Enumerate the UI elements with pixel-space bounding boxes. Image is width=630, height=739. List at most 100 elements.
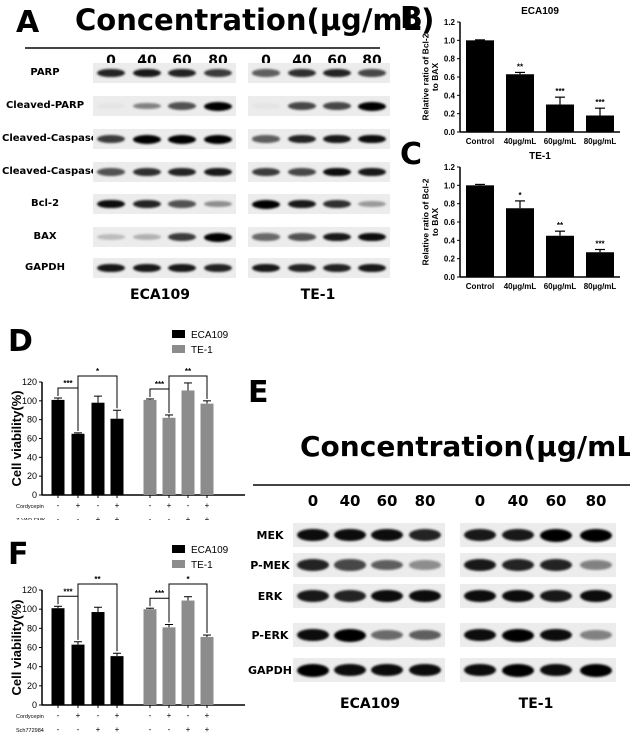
treatment-sign: +	[205, 515, 210, 520]
band-te-lane-0	[464, 663, 496, 677]
treatment-sign: +	[186, 515, 191, 520]
treatment-sign: -	[97, 711, 100, 720]
treatment-sign: +	[76, 711, 81, 720]
significance-mark: *	[186, 575, 190, 584]
treatment-sign: -	[57, 725, 60, 734]
band-te-lane-0	[464, 628, 496, 642]
band-eca-lane-0	[97, 68, 125, 78]
band-eca-lane-1	[133, 263, 161, 273]
band-te-lane-1	[288, 68, 316, 78]
blot-strip-eca	[93, 96, 236, 116]
band-te-lane-3	[358, 167, 386, 177]
treatment-sign: +	[115, 711, 120, 720]
band-te-lane-3	[358, 101, 386, 111]
blot-strip-eca	[93, 162, 236, 182]
chart-b-bcl2-bax-eca109: ECA109 0.0 0.2 0.4 0.6 0.8 1.0 1.2 Relative rati…	[420, 6, 620, 146]
band-eca-lane-3	[409, 629, 441, 641]
panel-f-letter: F	[8, 537, 29, 572]
treatment-sign: +	[205, 711, 210, 720]
band-eca-lane-1	[133, 167, 161, 177]
legend-swatch-te1	[172, 345, 185, 353]
row-label-erk: ERK	[257, 590, 283, 603]
band-eca-lane-1	[334, 628, 366, 642]
row-label-p-mek: P-MEK	[250, 559, 290, 572]
band-eca-lane-1	[133, 102, 161, 110]
bar	[506, 74, 534, 132]
blot-strip-te	[248, 227, 390, 247]
treatment-sign: +	[167, 501, 172, 510]
treatment-sign: -	[149, 725, 152, 734]
treatment-sign: +	[115, 725, 120, 734]
blot-strip-te	[248, 162, 390, 182]
x-tick-label: 80µg/mL	[584, 282, 617, 291]
x-tick-label: 80µg/mL	[584, 137, 617, 146]
band-te-lane-3	[580, 528, 612, 542]
bar-eca109-0	[51, 399, 65, 495]
band-eca-lane-3	[409, 528, 441, 542]
row-label-p-erk: P-ERK	[251, 629, 289, 642]
band-te-lane-2	[323, 167, 351, 177]
band-te-lane-0	[252, 69, 280, 77]
significance-mark: *	[96, 367, 100, 376]
y-tick-label: 20	[27, 681, 37, 691]
significance-bracket	[77, 583, 118, 652]
band-te-lane-0	[252, 103, 280, 109]
band-eca-lane-2	[168, 233, 196, 241]
lane-label-eca109-60: 60	[376, 492, 398, 510]
x-tick-label: Control	[466, 137, 494, 146]
y-axis-label: Cell viability(%)	[9, 599, 24, 695]
y-tick-label: 120	[22, 377, 37, 387]
band-eca-lane-3	[204, 232, 232, 242]
panel-b-letter: B	[400, 1, 423, 36]
lane-label-eca109-0: 0	[307, 492, 319, 510]
band-te-lane-1	[502, 528, 534, 542]
treatment-sign: -	[57, 501, 60, 510]
band-te-lane-0	[252, 233, 280, 241]
band-te-lane-1	[288, 102, 316, 110]
treatment-sign: +	[167, 711, 172, 720]
blot-strip-eca	[93, 258, 236, 278]
band-te-lane-2	[540, 663, 572, 677]
treatment-sign: -	[149, 515, 152, 520]
lane-label-eca109-40: 40	[339, 492, 361, 510]
band-eca-lane-3	[409, 663, 441, 677]
blot-strip-te	[248, 129, 390, 149]
treatment-sign: +	[205, 725, 210, 734]
significance-mark: **	[517, 62, 524, 71]
chart-title: TE-1	[529, 151, 551, 162]
band-eca-lane-2	[168, 200, 196, 208]
band-te-lane-2	[323, 232, 351, 242]
significance-mark: ***	[595, 240, 605, 249]
significance-bracket	[168, 583, 208, 634]
chart-title: ECA109	[521, 6, 559, 17]
band-te-lane-2	[540, 589, 572, 603]
significance-mark: ***	[595, 98, 605, 107]
treatment-sign: +	[186, 725, 191, 734]
row-label-bax: BAX	[33, 231, 57, 242]
significance-mark: **	[557, 221, 564, 230]
panel-a-divider	[25, 47, 380, 49]
band-te-lane-1	[288, 233, 316, 241]
lane-label-te1-60: 60	[545, 492, 567, 510]
band-eca-lane-0	[297, 528, 329, 542]
band-eca-lane-2	[371, 589, 403, 603]
band-eca-lane-0	[297, 628, 329, 642]
band-te-lane-2	[323, 199, 351, 209]
bar	[586, 115, 614, 132]
treatment-sign: -	[97, 501, 100, 510]
band-eca-lane-3	[409, 560, 441, 570]
legend-swatch-eca109	[172, 545, 185, 553]
band-eca-lane-0	[297, 663, 329, 677]
band-te-lane-3	[580, 560, 612, 570]
band-te-lane-2	[540, 528, 572, 542]
y-tick-label: 0.8	[444, 55, 456, 64]
band-te-lane-2	[323, 134, 351, 144]
legend-swatch-eca109	[172, 330, 185, 338]
panel-a-letter: A	[16, 5, 40, 40]
band-te-lane-3	[358, 200, 386, 208]
treatment-sign: +	[96, 515, 101, 520]
chart-d-cell-viability-zvad: ECA109 TE-1 0 20 40 60 80 100 120 Cell viability(…	[9, 330, 245, 520]
y-tick-label: 100	[22, 396, 37, 406]
y-axis-label: Cell viability(%)	[9, 390, 24, 486]
legend-swatch-te1	[172, 560, 185, 568]
